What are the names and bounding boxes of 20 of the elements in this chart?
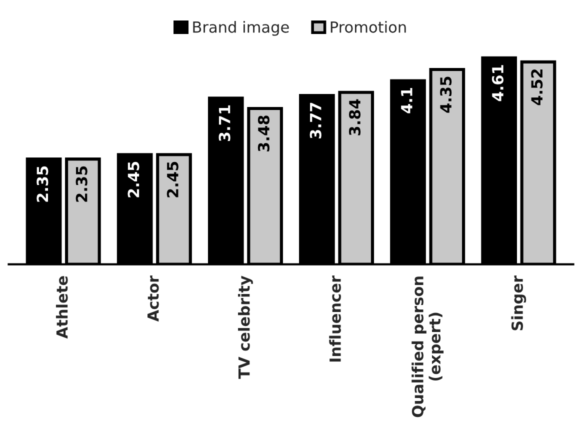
x-tick-label: Qualified person (expert) xyxy=(412,276,444,418)
data-label: 2.35 xyxy=(36,166,48,202)
data-label: 4.1 xyxy=(401,88,412,114)
data-label: 2.45 xyxy=(128,162,140,198)
data-label: 4.61 xyxy=(492,65,504,102)
data-label: 3.71 xyxy=(218,105,230,142)
data-label: 2.45 xyxy=(166,162,178,198)
x-tick-label: Influencer xyxy=(329,275,341,362)
data-label: 3.77 xyxy=(310,102,322,138)
data-label: 3.48 xyxy=(258,116,270,152)
x-tick-label: Singer xyxy=(511,275,526,330)
data-label: 2.35 xyxy=(76,166,88,202)
legend-label: Brand image xyxy=(193,21,289,36)
data-label: 4.35 xyxy=(440,76,452,113)
legend-label: Promotion xyxy=(330,21,406,33)
x-tick-label: TV celebrity xyxy=(238,276,253,379)
x-tick-label: Athlete xyxy=(56,276,68,339)
data-label: 3.84 xyxy=(348,99,361,136)
x-tick-label: Actor xyxy=(147,275,159,322)
data-label: 4.52 xyxy=(531,69,543,106)
